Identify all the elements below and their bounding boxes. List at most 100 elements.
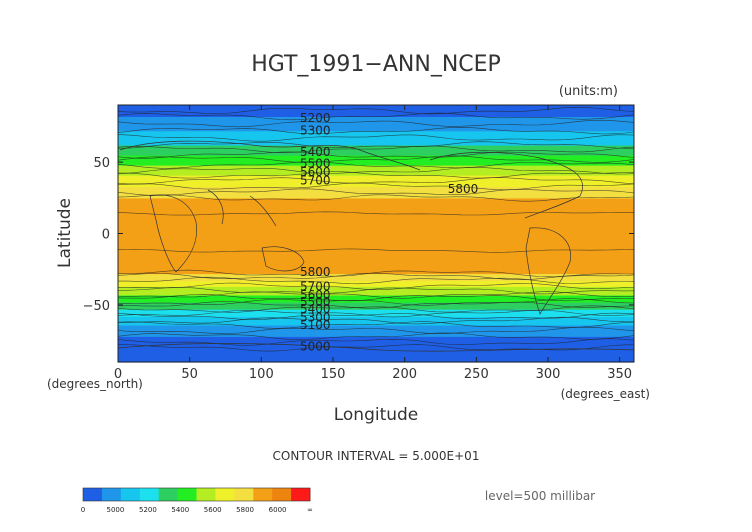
contour-line — [117, 293, 635, 302]
coastline-north-america — [429, 151, 583, 219]
colorbar-swatch — [253, 488, 273, 501]
contour-line — [117, 182, 635, 191]
x-tick-label: 350 — [607, 367, 632, 382]
contour-line — [117, 291, 635, 299]
contour-label: 5800 — [300, 265, 331, 279]
contour-line — [117, 155, 635, 163]
color-band — [118, 130, 634, 146]
color-band — [118, 280, 634, 287]
color-band — [118, 273, 634, 282]
colorbar-label: 0 — [81, 506, 85, 514]
contour-line — [117, 194, 635, 202]
contour-line — [117, 145, 635, 154]
colorbar-label: 5600 — [204, 506, 222, 514]
color-band — [118, 324, 634, 337]
coastline-antarctica — [117, 343, 635, 352]
contour-label: 5200 — [300, 111, 331, 125]
contour-line — [117, 248, 635, 253]
colorbar-swatch — [234, 488, 254, 501]
color-band — [118, 155, 634, 166]
colorbar-swatch — [272, 488, 292, 501]
coastline-africa — [149, 194, 198, 273]
y-axis-ticks: −50 0 50 — [83, 156, 634, 314]
y-axis-label: Latitude — [55, 198, 75, 268]
color-band — [118, 302, 634, 310]
contour-line — [118, 141, 634, 149]
contour-line — [117, 134, 635, 142]
contour-line — [117, 321, 635, 329]
coastlines — [117, 140, 635, 352]
coastline-south-america — [525, 227, 571, 315]
color-band — [118, 165, 634, 176]
contour-label: 5300 — [300, 311, 331, 325]
x-units-label: (degrees_east) — [561, 387, 650, 401]
units-label: (units:m) — [559, 84, 618, 99]
contour-line — [117, 326, 635, 334]
contour-label: 5800 — [448, 182, 479, 196]
colorbar-label: 5200 — [139, 506, 157, 514]
color-band — [118, 145, 634, 156]
x-tick-label: 250 — [464, 367, 489, 382]
contour-label: 5600 — [300, 288, 331, 302]
contour-label: 5700 — [300, 279, 331, 293]
colorbar-label: ∞ — [307, 506, 313, 514]
x-axis-ticks: 0 50 100 150 200 250 300 350 — [114, 105, 632, 382]
colorbar-swatch — [158, 488, 178, 501]
contour-label: 5100 — [300, 318, 331, 332]
contour-line — [118, 171, 635, 179]
contour-label: 5500 — [300, 157, 331, 171]
y-tick-label: 50 — [93, 156, 110, 171]
plot-area: 5200530054005500560057005800580057005600… — [117, 104, 635, 363]
x-axis-label: Longitude — [334, 405, 419, 425]
contour-label: 5300 — [300, 124, 331, 138]
level-text: level=500 millibar — [485, 489, 595, 503]
contour-line — [118, 316, 634, 325]
color-band — [118, 186, 634, 199]
colorbar-swatch — [120, 488, 141, 501]
colorbar-swatch — [215, 488, 235, 501]
x-tick-label: 50 — [181, 367, 198, 382]
coastline-australia — [261, 246, 305, 272]
contour-line — [117, 312, 635, 321]
colorbar-frame — [82, 487, 311, 502]
contour-label: 5000 — [300, 339, 331, 353]
x-tick-label: 0 — [114, 367, 122, 382]
contour-labels: 5200530054005500560057005800580057005600… — [300, 111, 478, 353]
y-units-label: (degrees_north) — [47, 377, 143, 391]
contour-label: 5700 — [300, 174, 331, 188]
x-tick-label: 200 — [392, 367, 417, 382]
colorbar-swatch — [291, 488, 311, 501]
contour-line — [117, 338, 635, 346]
contour-line — [117, 305, 635, 313]
color-band — [118, 197, 634, 275]
contour-line — [118, 344, 634, 352]
colorbar: 0 5000 5200 5400 5600 5800 6000 ∞ — [81, 487, 313, 514]
contour-line — [117, 161, 635, 169]
coastline-india-asia — [207, 189, 277, 227]
contour-line — [117, 167, 635, 175]
color-band — [118, 175, 634, 187]
contour-line — [117, 309, 635, 318]
contour-label: 5400 — [300, 145, 331, 159]
contour-label: 5600 — [300, 165, 331, 179]
colorbar-swatch — [101, 488, 122, 501]
contour-line — [117, 287, 635, 295]
color-band — [118, 286, 634, 296]
contour-line — [117, 112, 635, 121]
contour-line — [117, 119, 635, 128]
contour-line — [117, 272, 635, 280]
colorbar-swatch — [177, 488, 197, 501]
colorbar-label: 5000 — [106, 506, 124, 514]
y-tick-label: 0 — [102, 228, 110, 243]
contour-line — [117, 269, 634, 278]
contour-line — [117, 211, 635, 216]
x-tick-label: 100 — [249, 367, 274, 382]
colorbar-label: 5400 — [171, 506, 189, 514]
contour-line — [117, 301, 634, 309]
x-tick-label: 150 — [321, 367, 346, 382]
colorbar-swatch — [196, 488, 216, 501]
contour-lines — [117, 106, 635, 352]
contour-line — [117, 177, 635, 185]
color-band — [118, 116, 634, 132]
